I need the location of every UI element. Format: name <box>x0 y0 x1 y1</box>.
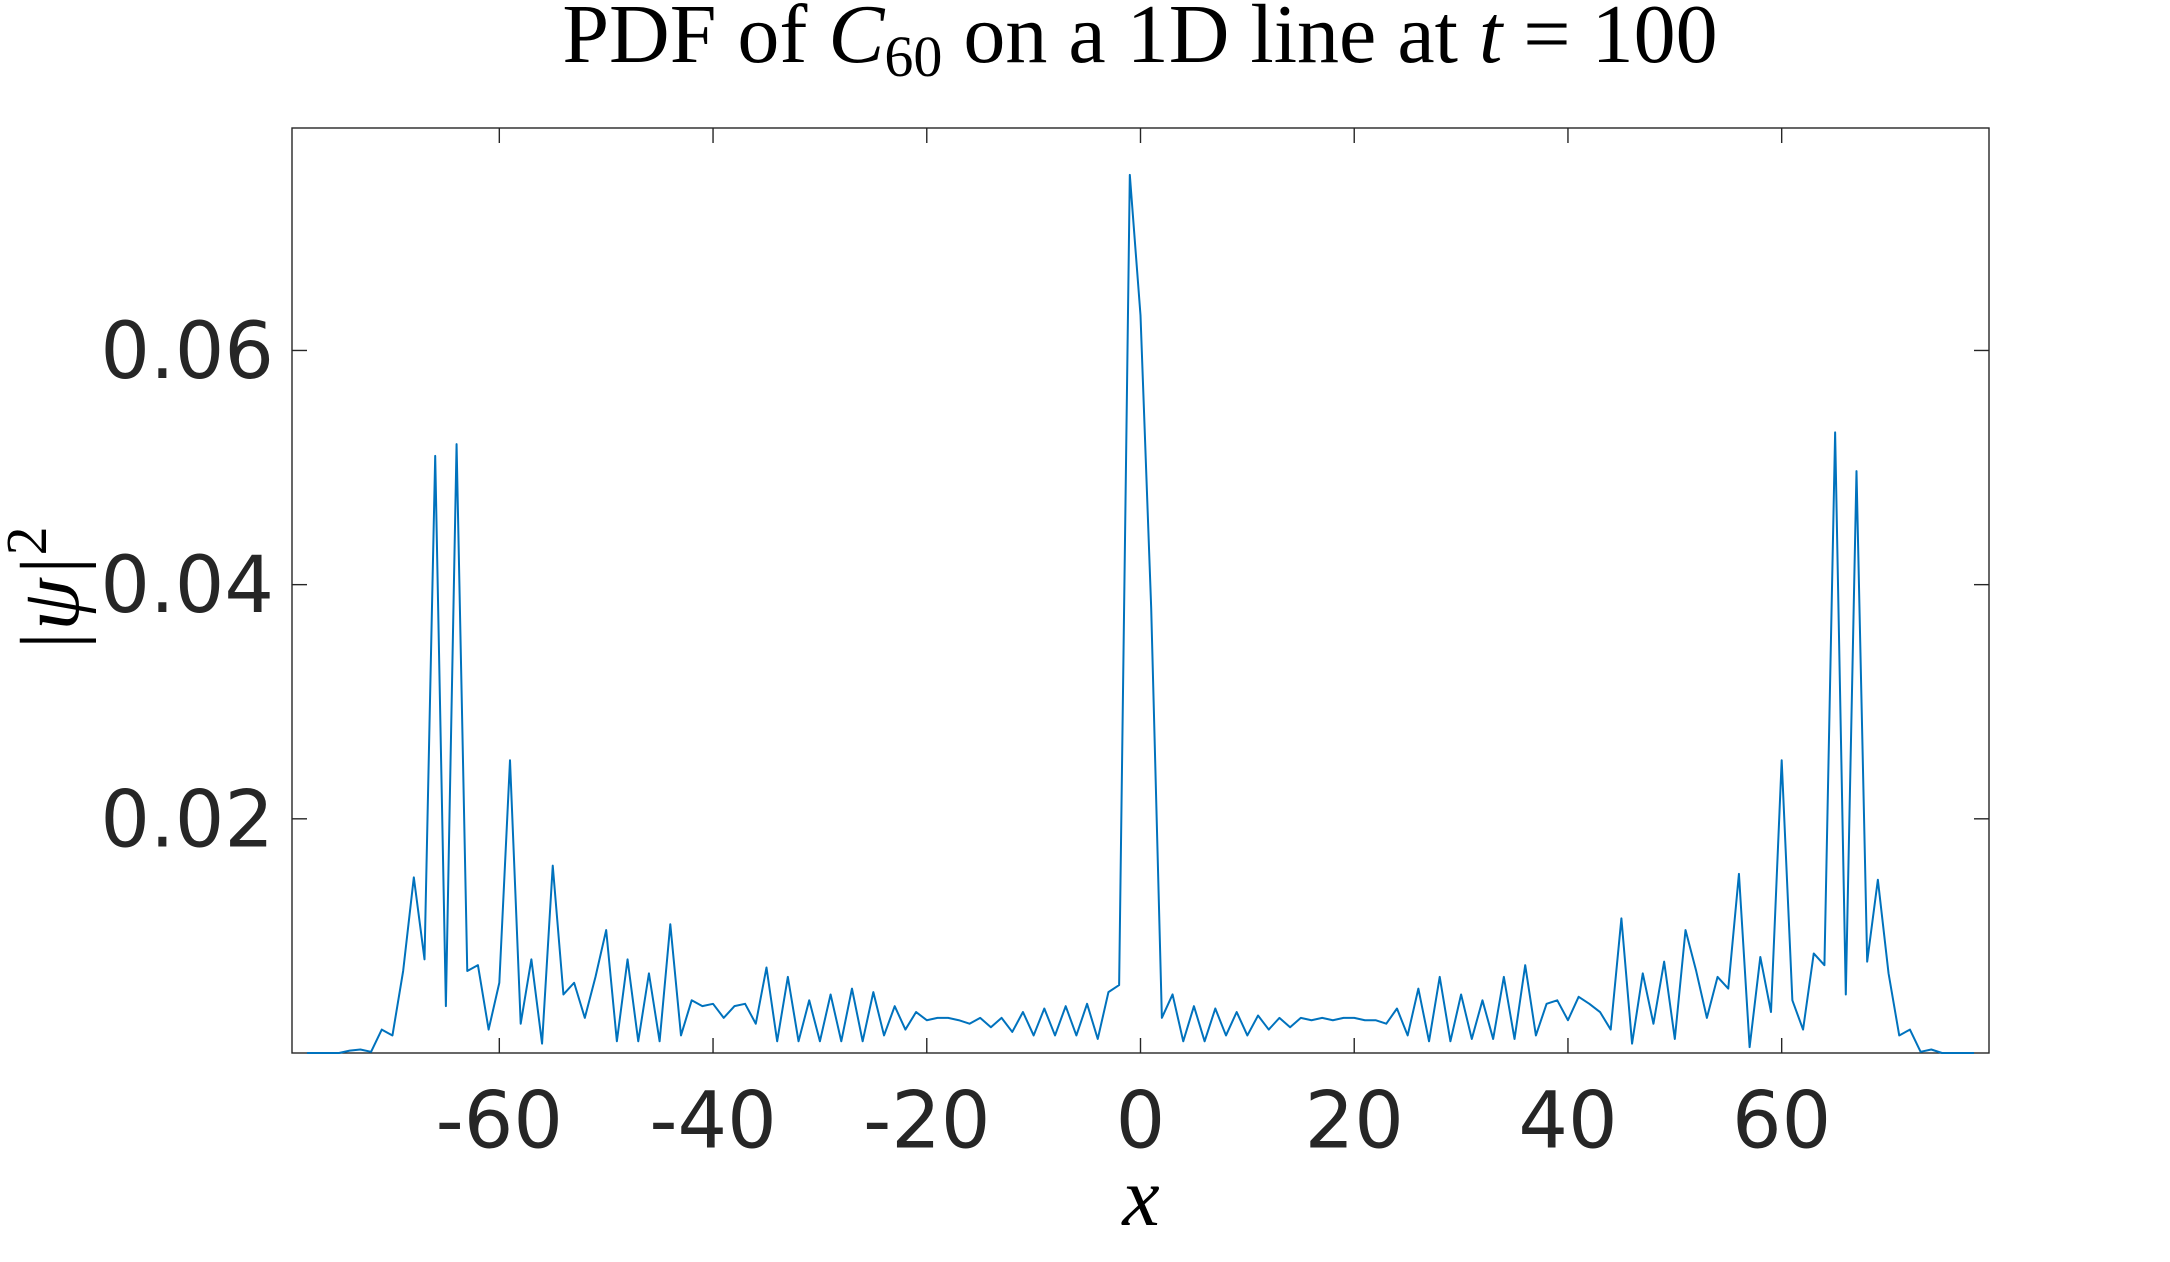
y-tick-label: 0.06 <box>100 307 274 397</box>
y-tick-label: 0.02 <box>100 775 274 865</box>
data-line <box>306 173 1975 1054</box>
y-label-part: |ψ| <box>4 555 97 653</box>
title-part: C <box>828 0 885 81</box>
x-tick-label: -60 <box>436 1076 563 1166</box>
title-part: = 100 <box>1502 0 1717 81</box>
x-tick-label: 0 <box>1116 1076 1166 1166</box>
x-axis-label: x <box>1120 1151 1159 1244</box>
x-tick-label: 40 <box>1518 1076 1617 1166</box>
chart-title: PDF of C60 on a 1D line at t = 100 <box>562 0 1717 89</box>
title-part: PDF of <box>562 0 828 81</box>
y-label-part: 2 <box>0 526 59 555</box>
title-part: 60 <box>884 24 942 89</box>
y-axis-label: |ψ|2 <box>0 526 97 653</box>
x-tick-label: 60 <box>1732 1076 1831 1166</box>
x-tick-label: 20 <box>1305 1076 1404 1166</box>
title-part: t <box>1479 0 1505 81</box>
x-tick-label: -20 <box>863 1076 990 1166</box>
title-part: on a 1D line at <box>942 0 1479 81</box>
y-tick-label: 0.04 <box>100 541 274 631</box>
x-tick-label: -40 <box>649 1076 776 1166</box>
